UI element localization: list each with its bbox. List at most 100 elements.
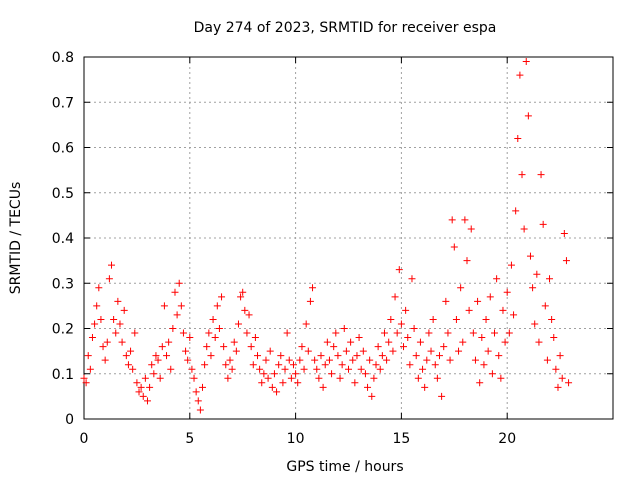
- data-point: [133, 379, 141, 387]
- data-point: [226, 356, 234, 364]
- data-point: [156, 374, 164, 382]
- data-point: [215, 325, 223, 332]
- data-point: [207, 352, 215, 360]
- axis-ticks: [83, 56, 613, 420]
- data-point: [416, 338, 424, 346]
- data-point: [531, 320, 539, 328]
- data-point: [260, 370, 268, 378]
- data-point: [393, 329, 401, 337]
- data-point: [273, 388, 281, 396]
- data-point: [429, 315, 437, 323]
- y-tick-label: 0.7: [52, 95, 74, 111]
- data-point: [452, 315, 460, 323]
- data-point: [486, 293, 494, 301]
- data-point: [228, 365, 236, 373]
- data-point: [412, 352, 420, 360]
- data-point: [433, 374, 441, 382]
- data-point: [300, 365, 308, 373]
- data-point: [120, 306, 128, 314]
- data-point: [198, 383, 206, 391]
- data-point: [448, 216, 456, 224]
- data-point: [213, 302, 221, 310]
- data-point: [397, 320, 405, 328]
- data-point: [546, 275, 554, 283]
- data-point: [526, 252, 534, 260]
- x-tick-label: 15: [392, 431, 410, 447]
- data-point: [296, 356, 304, 364]
- data-point: [520, 225, 528, 233]
- data-point: [239, 288, 247, 296]
- data-point: [146, 383, 154, 391]
- x-tick-label: 10: [287, 431, 305, 447]
- data-point: [495, 352, 503, 360]
- data-point: [469, 329, 477, 337]
- data-point: [105, 275, 113, 283]
- data-point: [171, 288, 179, 296]
- data-point: [541, 302, 549, 310]
- data-point: [562, 257, 570, 265]
- data-point: [298, 343, 306, 351]
- data-point: [251, 334, 259, 342]
- data-point: [190, 374, 198, 382]
- data-point: [88, 334, 96, 342]
- data-point: [423, 356, 431, 364]
- data-point: [319, 383, 327, 391]
- y-tick-label: 0.6: [52, 141, 74, 157]
- data-point: [306, 297, 314, 305]
- data-point: [323, 338, 331, 346]
- data-point: [345, 365, 352, 373]
- data-point: [127, 347, 135, 355]
- data-point: [389, 347, 397, 355]
- data-point: [205, 329, 213, 337]
- data-point: [554, 383, 562, 391]
- plot-frame: [83, 56, 614, 420]
- data-point: [222, 361, 230, 369]
- data-point: [497, 374, 505, 382]
- data-point: [194, 397, 202, 405]
- data-point: [565, 379, 573, 387]
- y-tick-label: 0.4: [52, 231, 74, 247]
- data-point: [459, 338, 467, 346]
- data-point: [442, 297, 450, 305]
- data-point: [224, 374, 232, 382]
- data-point: [503, 288, 511, 296]
- data-point: [425, 329, 433, 337]
- data-point: [262, 356, 270, 364]
- data-point: [294, 379, 302, 387]
- data-point: [220, 343, 228, 351]
- data-point: [158, 343, 166, 351]
- data-point: [383, 356, 391, 364]
- data-point: [516, 71, 524, 79]
- y-tick-label: 0.5: [52, 186, 74, 202]
- data-point: [173, 311, 181, 319]
- data-point: [427, 347, 435, 355]
- data-point: [317, 352, 325, 360]
- data-point: [110, 315, 118, 323]
- data-point: [84, 352, 92, 360]
- data-point: [347, 338, 355, 346]
- data-point: [552, 365, 560, 373]
- data-point: [507, 261, 515, 269]
- data-point: [355, 334, 363, 342]
- data-point: [539, 220, 547, 228]
- data-point: [184, 356, 192, 364]
- data-point: [95, 284, 103, 292]
- data-point: [279, 379, 287, 387]
- data-point: [548, 315, 556, 323]
- data-point: [446, 356, 454, 364]
- data-point: [311, 356, 319, 364]
- data-point: [533, 270, 541, 278]
- data-point: [245, 311, 253, 319]
- data-point: [188, 365, 196, 373]
- data-point: [374, 343, 382, 351]
- data-point: [387, 315, 395, 323]
- data-point: [461, 216, 469, 224]
- data-point: [471, 356, 479, 364]
- data-point: [364, 383, 372, 391]
- data-point: [101, 356, 109, 364]
- data-point: [103, 338, 111, 346]
- data-point: [512, 207, 520, 215]
- data-point: [334, 352, 342, 360]
- y-tick-label: 0.2: [52, 322, 74, 338]
- data-point: [241, 306, 249, 314]
